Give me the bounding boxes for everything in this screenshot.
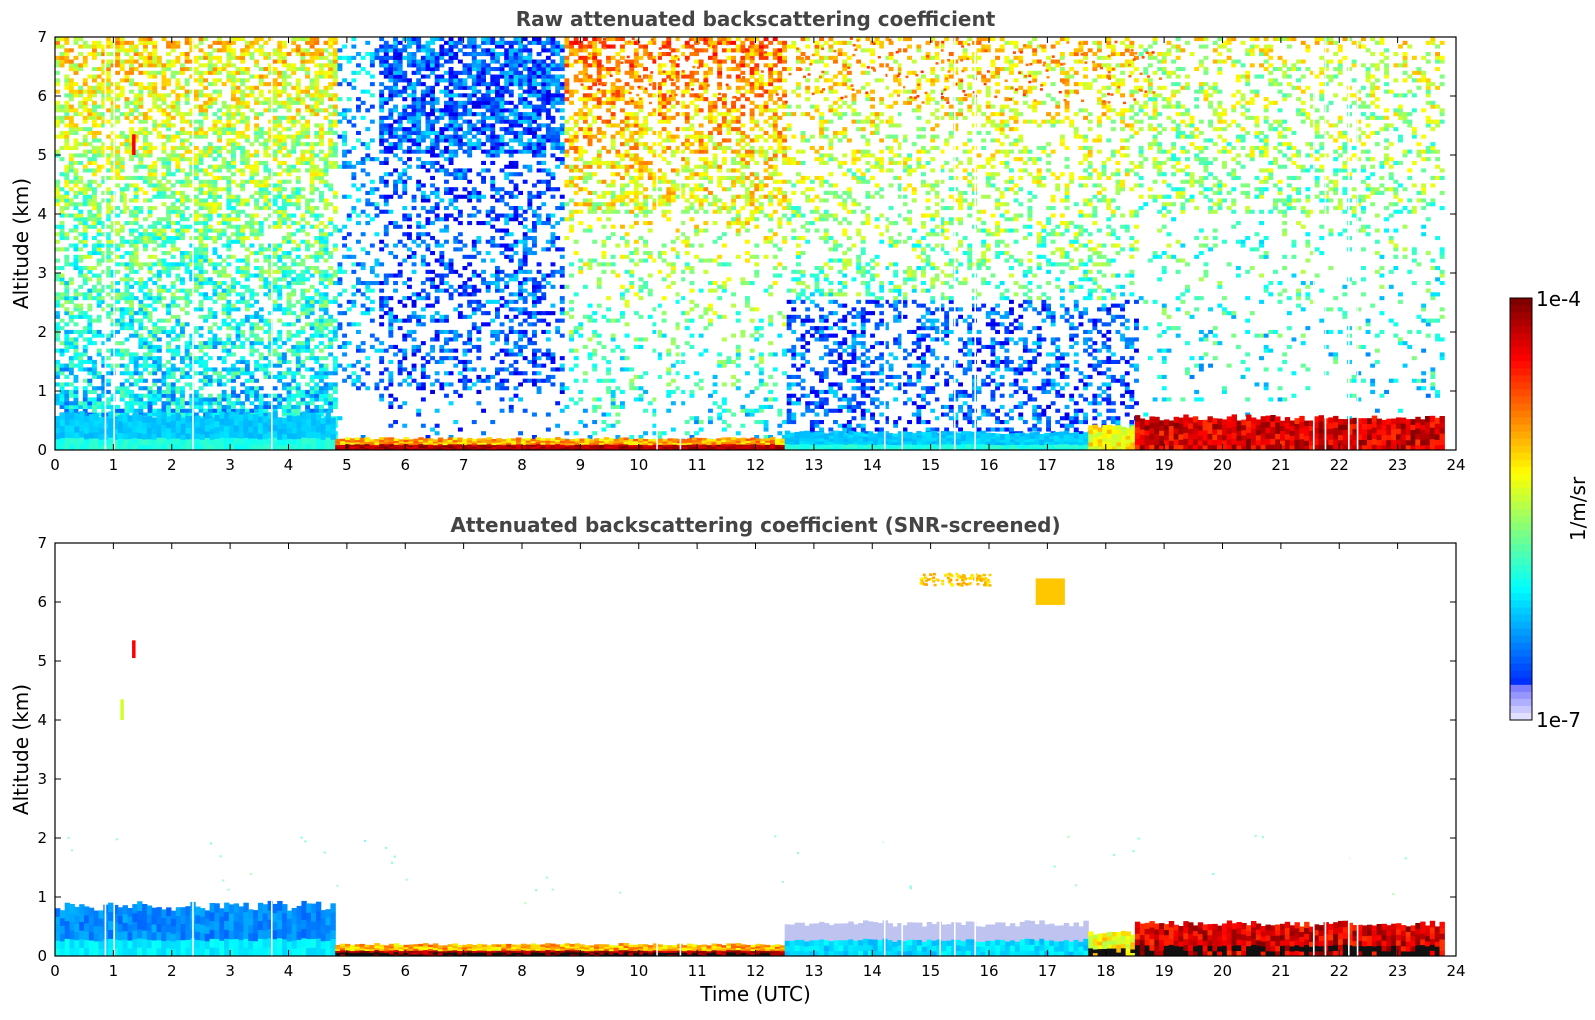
y-tick-label: 3 <box>37 264 47 282</box>
x-tick-label: 18 <box>1096 962 1115 980</box>
colorbar-max-label: 1e-4 <box>1536 287 1581 311</box>
x-tick-label: 20 <box>1213 962 1232 980</box>
y-tick-label: 2 <box>37 829 47 847</box>
x-tick-label: 14 <box>863 456 882 474</box>
x-tick-label: 22 <box>1330 456 1349 474</box>
x-tick-label: 5 <box>342 456 352 474</box>
x-tick-label: 11 <box>688 456 707 474</box>
x-tick-label: 21 <box>1271 456 1290 474</box>
y-tick-label: 0 <box>37 947 47 965</box>
x-tick-label: 13 <box>804 456 823 474</box>
y-axis-label: Altitude (km) <box>9 684 33 815</box>
x-tick-label: 9 <box>576 456 586 474</box>
colorbar-min-label: 1e-7 <box>1536 708 1581 732</box>
x-tick-label: 15 <box>921 962 940 980</box>
x-tick-label: 0 <box>50 962 60 980</box>
y-tick-label: 4 <box>37 205 47 223</box>
chart-title: Attenuated backscattering coefficient (S… <box>450 513 1060 537</box>
x-tick-label: 23 <box>1388 456 1407 474</box>
x-tick-label: 19 <box>1155 456 1174 474</box>
x-tick-label: 23 <box>1388 962 1407 980</box>
y-tick-label: 6 <box>37 593 47 611</box>
x-tick-label: 17 <box>1038 962 1057 980</box>
y-tick-label: 4 <box>37 711 47 729</box>
x-tick-label: 2 <box>167 456 177 474</box>
x-tick-label: 6 <box>400 962 410 980</box>
x-tick-label: 14 <box>863 962 882 980</box>
x-tick-label: 10 <box>629 456 648 474</box>
x-tick-label: 24 <box>1446 962 1465 980</box>
x-tick-label: 2 <box>167 962 177 980</box>
heatmap-area <box>55 37 1445 450</box>
x-tick-label: 9 <box>576 962 586 980</box>
x-tick-label: 8 <box>517 962 527 980</box>
y-tick-label: 5 <box>37 146 47 164</box>
x-tick-label: 1 <box>109 962 119 980</box>
x-tick-label: 15 <box>921 456 940 474</box>
raw-backscatter-panel: Raw attenuated backscattering coefficien… <box>9 7 1466 474</box>
y-tick-label: 6 <box>37 87 47 105</box>
x-axis-label: Time (UTC) <box>699 982 811 1006</box>
y-tick-label: 2 <box>37 323 47 341</box>
axes-frame <box>54 542 1457 957</box>
x-tick-label: 6 <box>400 456 410 474</box>
x-tick-label: 17 <box>1038 456 1057 474</box>
x-tick-label: 16 <box>979 962 998 980</box>
x-tick-label: 1 <box>109 456 119 474</box>
x-tick-label: 5 <box>342 962 352 980</box>
y-tick-label: 1 <box>37 382 47 400</box>
x-tick-label: 7 <box>459 456 469 474</box>
screened-backscatter-panel: Attenuated backscattering coefficient (S… <box>9 513 1466 1006</box>
y-tick-label: 3 <box>37 770 47 788</box>
heatmap-area <box>55 543 1445 956</box>
x-tick-label: 12 <box>746 962 765 980</box>
x-tick-label: 19 <box>1155 962 1174 980</box>
x-tick-label: 7 <box>459 962 469 980</box>
x-tick-label: 0 <box>50 456 60 474</box>
x-tick-label: 18 <box>1096 456 1115 474</box>
x-tick-label: 20 <box>1213 456 1232 474</box>
y-tick-label: 7 <box>37 534 47 552</box>
x-tick-label: 24 <box>1446 456 1465 474</box>
x-tick-label: 12 <box>746 456 765 474</box>
chart-title: Raw attenuated backscattering coefficien… <box>516 7 996 31</box>
x-tick-label: 4 <box>284 962 294 980</box>
x-tick-label: 10 <box>629 962 648 980</box>
y-tick-label: 7 <box>37 28 47 46</box>
x-tick-label: 8 <box>517 456 527 474</box>
y-tick-label: 1 <box>37 888 47 906</box>
x-tick-label: 16 <box>979 456 998 474</box>
colorbar-unit-label: 1/m/sr <box>1566 476 1590 541</box>
x-tick-label: 11 <box>688 962 707 980</box>
x-tick-label: 13 <box>804 962 823 980</box>
x-tick-label: 21 <box>1271 962 1290 980</box>
x-tick-label: 22 <box>1330 962 1349 980</box>
colorbar: 1e-4 1e-7 1/m/sr <box>1509 287 1590 732</box>
x-tick-label: 3 <box>225 456 235 474</box>
x-tick-label: 3 <box>225 962 235 980</box>
x-tick-label: 4 <box>284 456 294 474</box>
y-axis-label: Altitude (km) <box>9 178 33 309</box>
y-tick-label: 5 <box>37 652 47 670</box>
y-tick-label: 0 <box>37 441 47 459</box>
